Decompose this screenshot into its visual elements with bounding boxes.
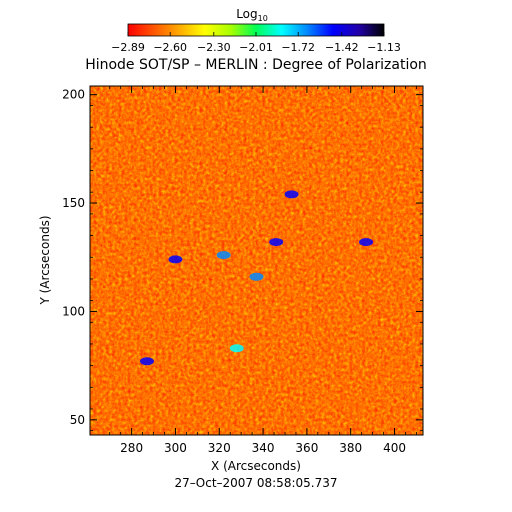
- y-tick-label: 150: [62, 196, 85, 210]
- colorbar-tick-label: −2.30: [197, 41, 231, 54]
- x-tick-label: 300: [164, 441, 187, 455]
- y-tick-label: 50: [70, 413, 85, 427]
- polarization-feature: [168, 255, 183, 264]
- colorbar-ticks: −2.89 −2.60 −2.30 −2.01 −1.72 −1.42 −1.13: [111, 32, 401, 54]
- colorbar-tick-label: −2.01: [239, 41, 273, 54]
- x-axis-label: X (Arcseconds): [211, 459, 301, 473]
- y-axis: 50 100 150 200: [62, 88, 423, 432]
- polarization-feature: [139, 357, 154, 366]
- chart-title: Hinode SOT/SP – MERLIN : Degree of Polar…: [85, 57, 427, 73]
- x-tick-label: 340: [252, 441, 275, 455]
- colorbar-tick-label: −1.42: [325, 41, 359, 54]
- polarization-features: [139, 190, 374, 366]
- polarization-feature: [249, 272, 264, 281]
- plot-frame: [89, 85, 424, 436]
- polarization-feature: [359, 238, 374, 247]
- y-axis-label: Y (Arcseconds): [38, 215, 52, 305]
- x-tick-label: 280: [120, 441, 143, 455]
- colorbar-tick-label: −2.89: [111, 41, 145, 54]
- x-tick-label: 360: [295, 441, 318, 455]
- x-tick-label: 380: [339, 441, 362, 455]
- polarization-feature: [216, 251, 231, 260]
- x-tick-label: 320: [208, 441, 231, 455]
- colorbar-tick-label: −1.72: [281, 41, 315, 54]
- heatmap-image: [90, 86, 423, 435]
- polarization-feature: [229, 344, 244, 353]
- y-tick-label: 100: [62, 304, 85, 318]
- colorbar-tick-label: −2.60: [153, 41, 187, 54]
- polarization-feature: [269, 238, 284, 247]
- timestamp: 27–Oct–2007 08:58:05.737: [175, 476, 338, 490]
- polarization-feature: [284, 190, 299, 199]
- y-tick-label: 200: [62, 88, 85, 102]
- x-axis: 280 300 320 340 360 380 400: [109, 86, 417, 455]
- x-tick-label: 400: [383, 441, 406, 455]
- colorbar-tick-label: −1.13: [367, 41, 401, 54]
- colorbar-label: Log10: [236, 7, 268, 23]
